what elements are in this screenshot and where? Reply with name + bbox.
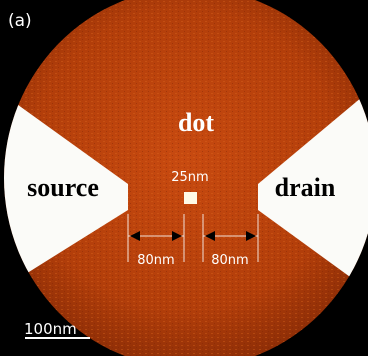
- left-gap-label: 80nm: [137, 253, 174, 268]
- dot-label: dot: [178, 108, 214, 137]
- dot-size-label: 25nm: [171, 170, 208, 185]
- right-gap-label: 80nm: [211, 253, 248, 268]
- panel-label: (a): [8, 11, 32, 31]
- page: (a) dot source drain 25nm 80nm 80nm 100n…: [0, 0, 368, 356]
- micrograph: (a) dot source drain 25nm 80nm 80nm 100n…: [0, 0, 368, 356]
- source-label: source: [27, 173, 99, 202]
- quantum-dot: [184, 192, 197, 204]
- drain-label: drain: [275, 173, 336, 202]
- scale-bar-label: 100nm: [24, 320, 77, 338]
